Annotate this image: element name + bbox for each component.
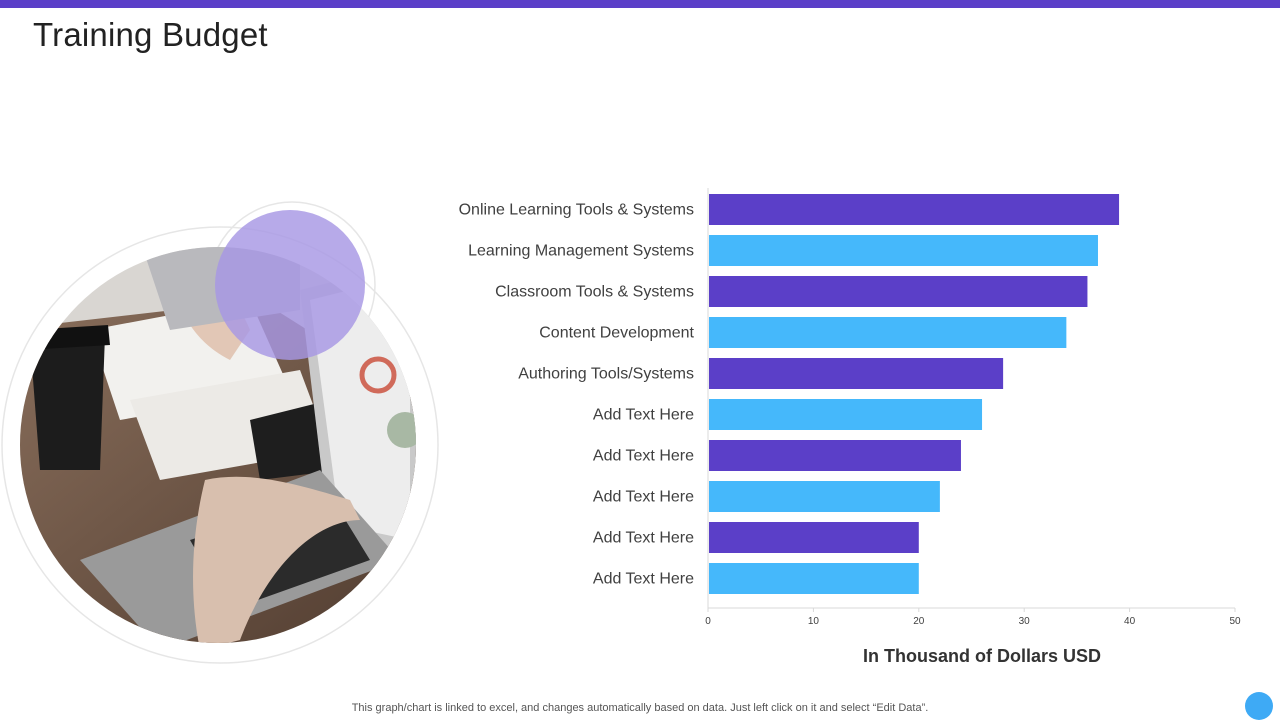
bar: [709, 194, 1120, 225]
bar: [709, 522, 919, 553]
category-label: Learning Management Systems: [468, 243, 694, 260]
lavender-circle: [215, 210, 365, 360]
x-tick-label: 50: [1229, 616, 1241, 627]
bar: [709, 399, 983, 430]
bar: [709, 563, 919, 594]
category-label: Content Development: [539, 325, 694, 342]
bar-chart-svg: Online Learning Tools & Systems Learning …: [459, 188, 1241, 627]
x-tick-label: 0: [705, 616, 711, 627]
bar: [709, 481, 940, 512]
x-tick-label: 10: [808, 616, 820, 627]
footnote: This graph/chart is linked to excel, and…: [351, 702, 929, 714]
category-label: Add Text Here: [593, 530, 694, 547]
x-tick-label: 30: [1019, 616, 1031, 627]
category-label: Online Learning Tools & Systems: [459, 202, 694, 219]
category-label: Add Text Here: [593, 489, 694, 506]
x-axis-title: In Thousand of Dollars USD: [862, 646, 1101, 666]
bar-chart: Online Learning Tools & Systems Learning …: [440, 180, 1260, 627]
bar: [709, 440, 961, 471]
x-tick-label: 20: [913, 616, 925, 627]
photo-circle-graphic: [1, 201, 439, 664]
top-accent-bar: [0, 0, 1280, 8]
x-tick-label: 40: [1124, 616, 1136, 627]
photo-illustration: [0, 195, 450, 675]
page-title: Training Budget: [33, 16, 268, 53]
outer-ring: [1, 226, 439, 664]
category-label: Classroom Tools & Systems: [495, 284, 694, 301]
bar: [709, 276, 1088, 307]
bar: [709, 317, 1067, 348]
category-label: Add Text Here: [593, 407, 694, 424]
category-label: Add Text Here: [593, 448, 694, 465]
bar: [709, 235, 1098, 266]
category-label: Add Text Here: [593, 571, 694, 588]
corner-dot-icon: [1245, 692, 1273, 720]
bar: [709, 358, 1004, 389]
category-label: Authoring Tools/Systems: [518, 366, 694, 383]
